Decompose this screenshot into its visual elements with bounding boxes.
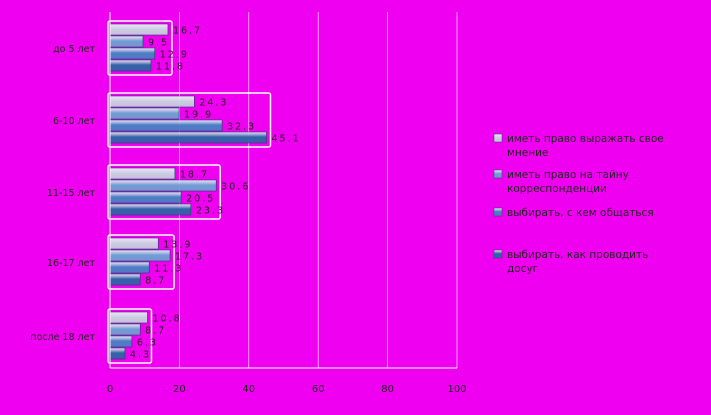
bar (109, 47, 156, 60)
data-label: 9.5 (148, 38, 169, 49)
data-label: 11.8 (156, 62, 185, 73)
data-label: 24.3 (199, 98, 228, 109)
data-label: 8.7 (145, 276, 166, 287)
bar (109, 119, 223, 132)
data-label: 45.1 (271, 134, 300, 145)
bar (109, 35, 144, 48)
data-label: 19.9 (184, 110, 213, 121)
x-tick-label: 20 (173, 384, 186, 395)
category-frame (107, 308, 153, 364)
x-tick-label: 100 (447, 384, 466, 395)
legend-label: выбирать, как проводить досуг (507, 249, 648, 275)
category-label: 11-15 лет (47, 188, 96, 199)
data-label: 23.3 (196, 206, 225, 217)
category-frame (107, 164, 221, 220)
data-label: 12.9 (160, 50, 189, 61)
legend-swatch (493, 133, 503, 143)
data-label: 8.7 (145, 326, 166, 337)
legend-label: иметь право на тайну корреспонденции (507, 169, 629, 195)
legend-swatch (493, 249, 503, 259)
x-tick-label: 60 (312, 384, 325, 395)
category-frame (107, 20, 173, 76)
data-label: 13.9 (163, 240, 192, 251)
category-label: 16-17 лет (47, 258, 96, 269)
data-label: 30.6 (221, 182, 250, 193)
x-tick-label: 0 (107, 384, 113, 395)
bar (109, 191, 182, 204)
data-label: 20.5 (186, 194, 215, 205)
bar (109, 179, 217, 192)
category-frame (107, 92, 272, 148)
bar (109, 335, 133, 348)
data-label: 32.3 (227, 122, 256, 133)
category-boxes (107, 20, 272, 364)
data-label: 4.3 (130, 350, 151, 361)
legend-label: иметь право выражать свое мнение (507, 133, 664, 159)
category-label: 6-10 лет (53, 116, 95, 127)
value-labels: 16.7 9.512.911.8 24.319.9 32.3 45.1 18.7 30.6 2… (130, 26, 300, 361)
category-frame (107, 234, 175, 290)
bar (109, 261, 150, 274)
category-label: после 18 лет (30, 332, 95, 343)
bar (109, 131, 267, 144)
legend-label: выбирать, с кем общаться (507, 207, 654, 219)
category-label: до 5 лет (53, 44, 95, 55)
bar (109, 23, 169, 36)
bar (109, 347, 126, 360)
bar (109, 273, 141, 286)
data-label: 6.3 (137, 338, 158, 349)
legend-swatch (493, 169, 503, 179)
data-label: 11.3 (154, 264, 183, 275)
bar (109, 107, 180, 120)
data-label: 16.7 (173, 26, 202, 37)
bar (109, 203, 192, 216)
x-tick-label: 40 (242, 384, 255, 395)
data-label: 18.7 (180, 170, 209, 181)
bar (109, 59, 152, 72)
bar (109, 249, 171, 262)
bars (109, 23, 267, 360)
bar (109, 95, 195, 108)
bar (109, 311, 148, 324)
bar (109, 237, 159, 250)
data-label: 10.8 (152, 314, 181, 325)
legend: иметь право выражать свое мнение иметь пра… (493, 133, 664, 275)
axes: 0 20 40 60 80 100 до 5 лет 6-10 лет 11-15 лет 16-… (30, 12, 467, 395)
bar (109, 167, 176, 180)
legend-swatch (493, 207, 503, 217)
x-tick-label: 80 (381, 384, 394, 395)
bar (109, 323, 141, 336)
data-label: 17.3 (175, 252, 204, 263)
